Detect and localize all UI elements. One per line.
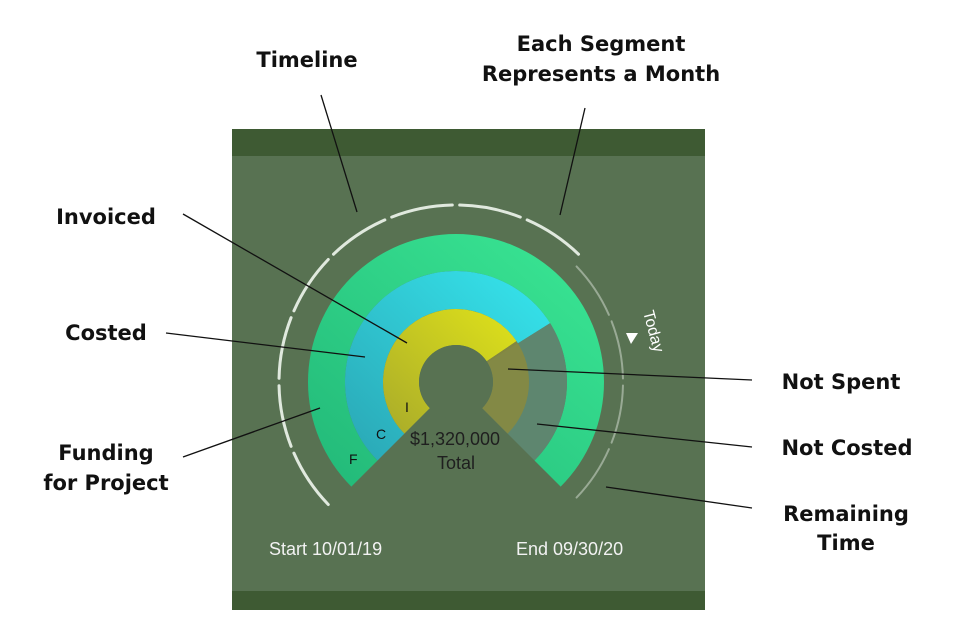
segment-callout-line1: Each Segment <box>517 32 686 56</box>
costed-leader <box>165 332 366 358</box>
not-spent-callout: Not Spent <box>782 370 901 394</box>
not-spent-region <box>482 341 529 434</box>
total-label: Total <box>437 453 475 473</box>
timeline-remaining-month <box>610 320 624 380</box>
start-date-label: Start 10/01/19 <box>269 539 382 559</box>
end-date-label: End 09/30/20 <box>516 539 623 559</box>
gauge-center-hole <box>419 345 493 419</box>
today-marker <box>626 333 638 344</box>
leader-lines <box>165 94 753 509</box>
segment-leader <box>559 107 586 216</box>
timeline-elapsed-month <box>292 257 330 313</box>
remaining-leader <box>605 486 753 509</box>
segment-callout-line2: Represents a Month <box>482 62 720 86</box>
timeline-elapsed-month <box>292 451 330 507</box>
invoiced-ring <box>382 309 517 434</box>
remaining-callout-line2: Time <box>817 531 875 555</box>
invoiced-ring-letter: I <box>405 399 409 415</box>
timeline-callout: Timeline <box>256 48 357 72</box>
funding-leader <box>182 407 321 458</box>
timeline-elapsed-month <box>458 203 522 219</box>
panel-top-band <box>232 129 705 156</box>
gauge-rings <box>308 234 604 487</box>
timeline-remaining-month <box>575 265 610 316</box>
invoiced-leader <box>182 213 408 344</box>
not-costed-callout: Not Costed <box>781 436 912 460</box>
panel-bottom-band <box>232 591 705 610</box>
costed-ring <box>345 271 551 461</box>
timeline-leader <box>320 94 358 213</box>
invoiced-callout: Invoiced <box>56 205 156 229</box>
timeline-elapsed-month <box>331 218 387 256</box>
remaining-callout-line1: Remaining <box>783 502 909 526</box>
not-costed-leader <box>536 423 753 448</box>
timeline-elapsed-month <box>525 218 581 256</box>
total-amount: $1,320,000 <box>410 429 500 449</box>
costed-callout: Costed <box>65 321 147 345</box>
costed-ring-letter: C <box>376 426 386 442</box>
timeline-remaining-month <box>575 448 610 499</box>
timeline-remaining-month <box>610 384 624 444</box>
timeline-elapsed-month <box>277 384 293 448</box>
funding-callout-line2: for Project <box>43 471 168 495</box>
funding-ring-letter: F <box>349 451 358 467</box>
not-spent-leader <box>507 368 753 381</box>
funding-ring <box>308 234 604 487</box>
funding-callout-line1: Funding <box>58 441 153 465</box>
timeline-elapsed-month <box>390 203 454 219</box>
